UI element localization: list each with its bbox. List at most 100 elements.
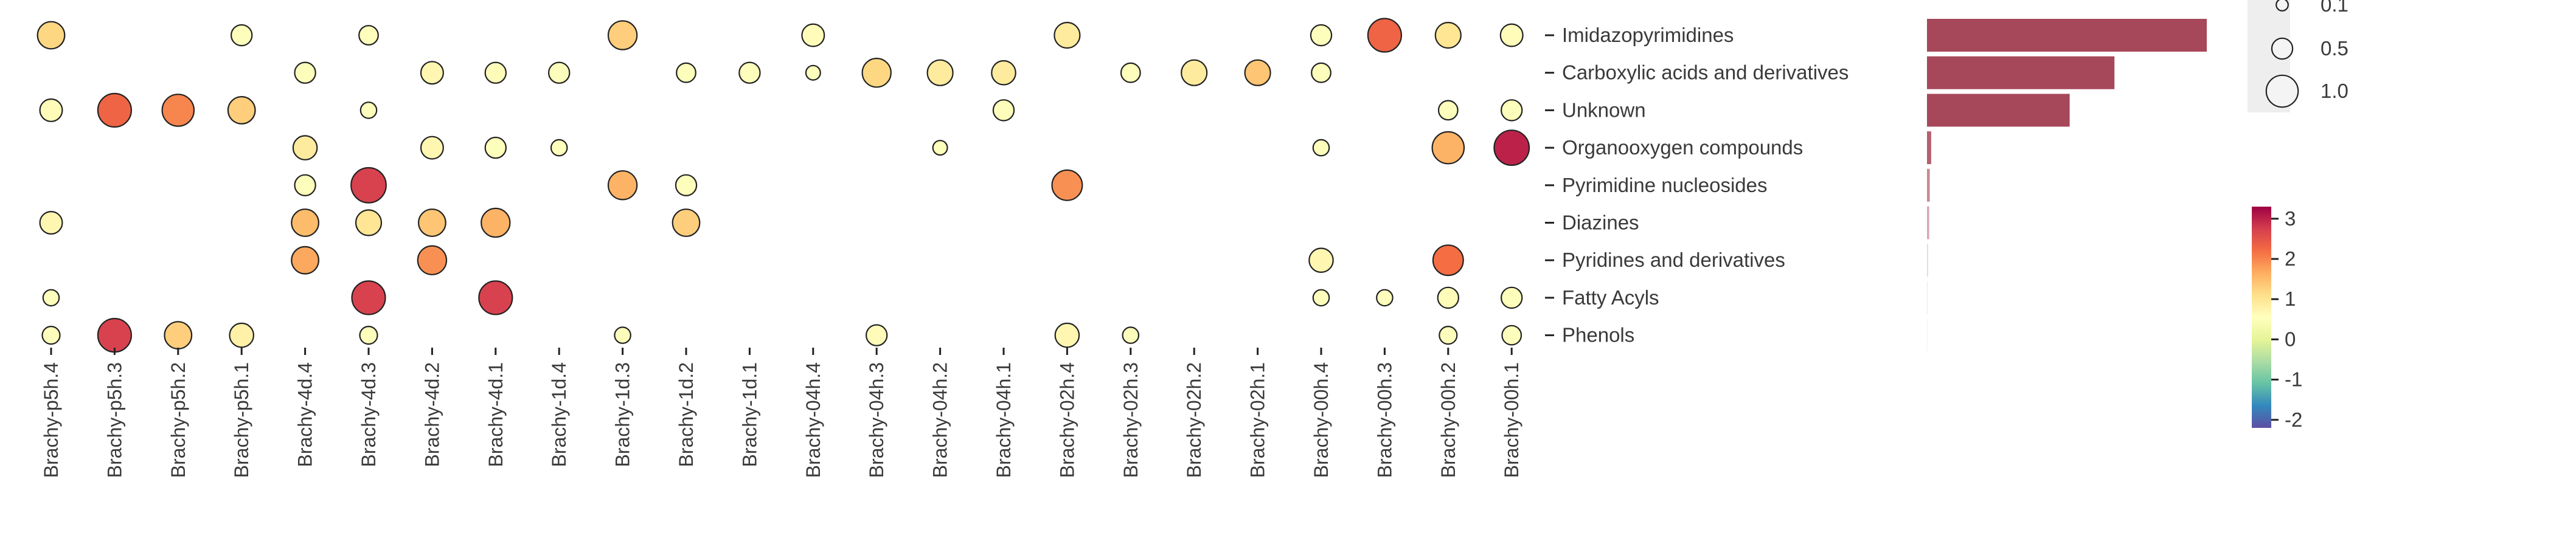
y-tick-label: Carboxylic acids and derivatives — [1562, 61, 1849, 84]
bubble-point — [738, 61, 761, 84]
size-legend-marker — [2265, 74, 2299, 108]
bubble-point — [801, 23, 825, 47]
bubble-point — [350, 167, 387, 204]
size-legend-label: 0.5 — [2321, 37, 2349, 60]
size-legend-marker — [2271, 37, 2294, 60]
bar — [1927, 206, 1929, 239]
bubble-point — [478, 280, 513, 315]
y-tick-label: Unknown — [1562, 98, 1646, 121]
bubble-point — [1500, 286, 1523, 309]
y-tick-label: Fatty Acyls — [1562, 286, 1659, 309]
x-tick-label: Brachy-1d.2 — [675, 362, 697, 467]
bubble-point — [1499, 23, 1524, 47]
bubble-point — [1432, 244, 1464, 277]
bubble-point — [1437, 286, 1459, 309]
bubble-point — [992, 99, 1015, 122]
bubble-point — [294, 61, 316, 84]
bubble-point — [358, 25, 379, 46]
bubble-point — [1501, 325, 1522, 346]
bubble-point — [359, 101, 378, 119]
bar — [1927, 168, 1930, 202]
bubble-point — [865, 324, 888, 346]
y-tick-label: Organooxygen compounds — [1562, 136, 1803, 159]
x-tick-label: Brachy-4d.3 — [358, 362, 380, 467]
bubble-point — [42, 289, 60, 307]
bubble-point — [417, 245, 448, 275]
y-tick-label: Phenols — [1562, 324, 1634, 346]
bar — [1927, 244, 1928, 277]
bubble-point — [926, 59, 954, 86]
bubble-point — [805, 64, 821, 81]
bubble-point — [164, 321, 193, 349]
size-legend-label: 0.1 — [2321, 0, 2349, 16]
bubble-point — [1244, 59, 1271, 86]
bubble-point — [231, 24, 253, 47]
bubble-point — [1376, 289, 1394, 307]
bubble-grid — [36, 18, 1530, 353]
bubble-point — [1312, 139, 1330, 157]
bubble-point — [484, 136, 507, 159]
colorbar-tick-label: 1 — [2285, 287, 2296, 310]
x-tick-label: Brachy-4d.1 — [485, 362, 507, 467]
colorbar-tick-label: 3 — [2285, 207, 2296, 230]
bar — [1927, 281, 1928, 314]
bubble-point — [1493, 129, 1530, 167]
x-tick-label: Brachy-4d.2 — [421, 362, 443, 467]
bubble-point — [1308, 247, 1334, 274]
x-tick-label: Brachy-02h.1 — [1247, 362, 1269, 478]
bubble-point — [675, 174, 698, 196]
x-tick-label: Brachy-1d.4 — [548, 362, 570, 467]
bubble-point — [1439, 325, 1458, 345]
bubble-point — [161, 94, 195, 127]
bubble-point — [292, 135, 318, 160]
bubble-point — [1367, 18, 1402, 53]
bubble-point — [1122, 326, 1140, 344]
x-tick-label: Brachy-00h.4 — [1310, 362, 1332, 478]
size-legend-label: 1.0 — [2321, 80, 2349, 102]
bar — [1927, 19, 2207, 52]
bubble-point — [1437, 100, 1459, 121]
bubble-point — [291, 246, 320, 275]
bubble-point — [1120, 62, 1141, 83]
color-legend: 3 2 1 0 -1 -2 — [2252, 207, 2302, 431]
bubble-point — [484, 61, 507, 84]
y-tick-label: Pyrimidine nucleosides — [1562, 174, 1768, 196]
x-tick-label: Brachy-p5h.2 — [167, 362, 189, 478]
bubble-point — [39, 98, 63, 122]
x-tick-label: Brachy-1d.1 — [738, 362, 760, 467]
bar — [1927, 56, 2115, 89]
x-tick-label: Brachy-p5h.1 — [231, 362, 252, 478]
bubble-point — [1311, 62, 1331, 83]
bubble-point — [1312, 289, 1330, 307]
y-tick-label: Diazines — [1562, 212, 1639, 234]
bubble-point — [418, 208, 446, 237]
y-tick-label: Imidazopyrimidines — [1562, 24, 1734, 46]
x-tick-label: Brachy-04h.1 — [993, 362, 1015, 478]
colorbar-tick-label: -2 — [2285, 408, 2302, 431]
x-tick-label: Brachy-04h.3 — [866, 362, 887, 478]
bubble-point — [1500, 99, 1523, 122]
bubble-point — [1051, 169, 1083, 201]
bubble-point — [420, 136, 444, 160]
colorbar-tick-label: 2 — [2285, 247, 2296, 270]
x-tick-label: Brachy-1d.3 — [612, 362, 634, 467]
bar — [1927, 318, 1928, 352]
x-tick-label: Brachy-p5h.4 — [40, 362, 62, 478]
y-axis-labels: Imidazopyrimidines Carboxylic acids and d… — [1545, 24, 1849, 346]
colorbar-gradient — [2252, 207, 2271, 428]
x-tick-label: Brachy-4d.4 — [294, 362, 316, 467]
bubble-point — [1310, 24, 1333, 47]
x-tick-label: Brachy-04h.4 — [802, 362, 824, 478]
bar — [1927, 131, 1931, 165]
bar-panel — [1927, 19, 2207, 352]
bubble-point — [932, 140, 948, 156]
bubble-point — [1054, 21, 1081, 49]
bubble-point — [41, 325, 61, 345]
bubble-point — [861, 57, 892, 88]
bubble-point — [607, 20, 638, 50]
bubble-point — [1434, 21, 1462, 49]
bubble-point — [294, 174, 316, 196]
bubble-point — [676, 62, 696, 83]
bubble-point — [351, 280, 386, 315]
bubble-point — [291, 208, 320, 237]
